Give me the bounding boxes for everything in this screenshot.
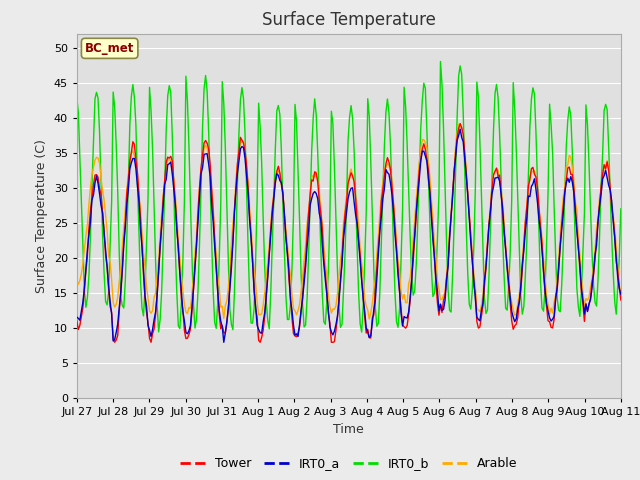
Legend: Tower, IRT0_a, IRT0_b, Arable: Tower, IRT0_a, IRT0_b, Arable: [175, 452, 522, 475]
Title: Surface Temperature: Surface Temperature: [262, 11, 436, 29]
Text: BC_met: BC_met: [85, 42, 134, 55]
Y-axis label: Surface Temperature (C): Surface Temperature (C): [35, 139, 48, 293]
X-axis label: Time: Time: [333, 423, 364, 436]
